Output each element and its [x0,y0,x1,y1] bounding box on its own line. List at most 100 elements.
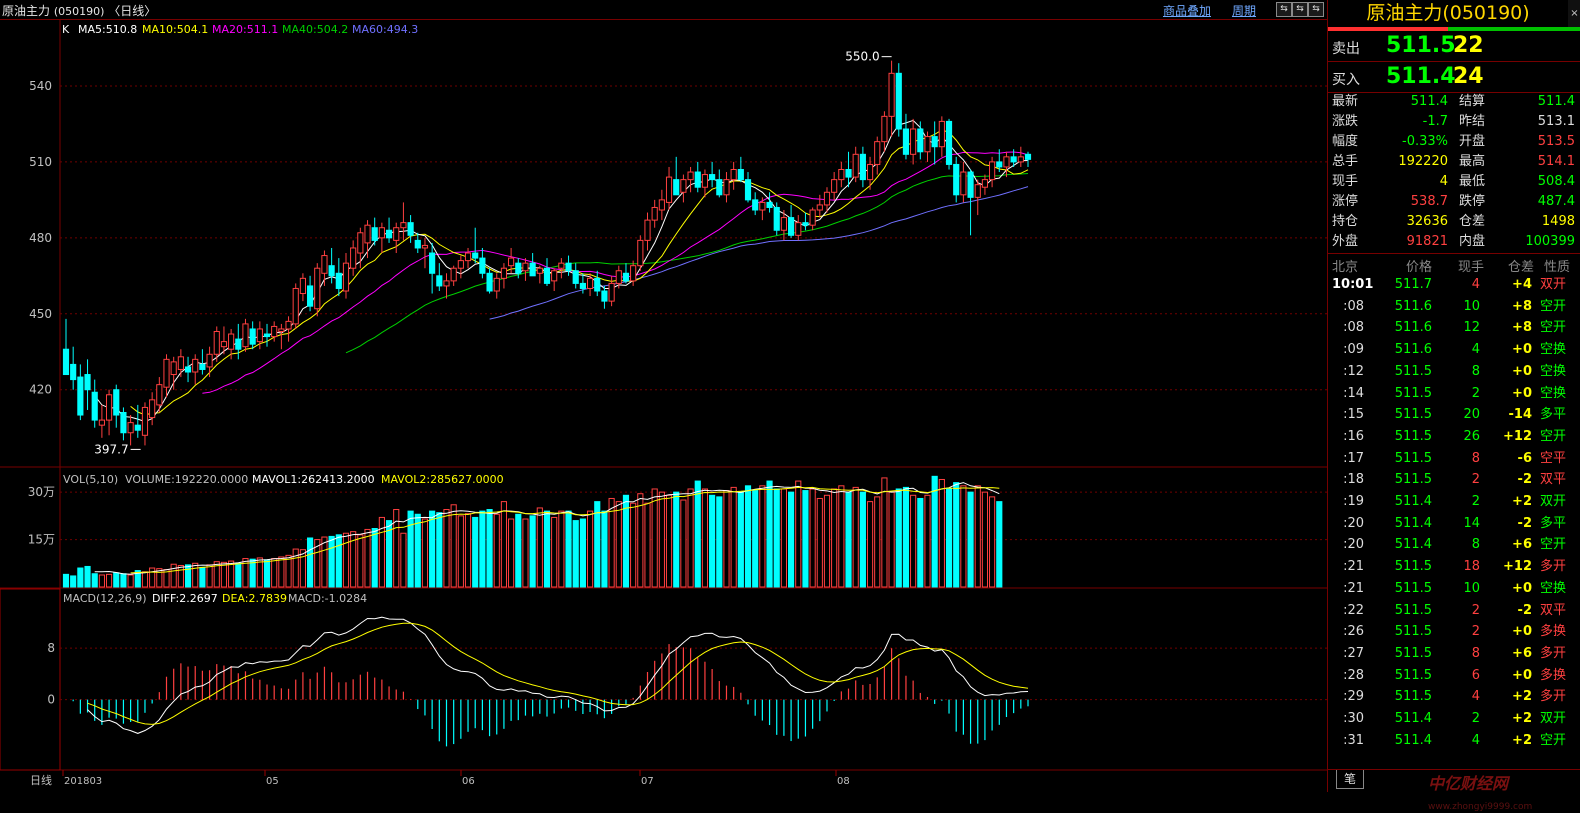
candle-body [486,272,493,292]
tick-row[interactable]: :17 511.5 8 -6 空平 [1328,448,1580,470]
tick-cell-p: 511.5 [1394,472,1432,488]
stat-right-6: 仓差 1498 [1455,212,1580,232]
tick-row[interactable]: :26 511.5 2 +0 多换 [1328,621,1580,643]
volume-bar [357,534,364,588]
stat-value: 32636 [1406,214,1448,229]
volume-bar [910,494,917,588]
tick-cell-n: 双开 [1540,711,1567,726]
tick-cell-d: +12 [1503,428,1532,444]
candle-body [823,191,831,206]
tick-cell-n: 多平 [1540,515,1567,531]
tick-row[interactable]: 10:01 511.7 4 +4 双开 [1328,274,1580,296]
volume-bar [149,567,156,588]
tick-row[interactable]: :28 511.5 6 +0 多换 [1328,665,1580,687]
candle-body [665,176,673,203]
ma-legend-ma60: MA60:494.3 [352,23,418,36]
tick-row[interactable]: :19 511.4 2 +2 双开 [1328,491,1580,513]
price-tick-label: 540 [29,79,52,93]
tick-row[interactable]: :15 511.5 20 -14 多平 [1328,404,1580,426]
tick-row[interactable]: :31 511.4 4 +2 空开 [1328,730,1580,752]
tick-cell-n: 空开 [1540,537,1567,553]
tick-cell-n: 双平 [1540,472,1567,488]
tick-row[interactable]: :29 511.5 4 +2 多开 [1328,686,1580,708]
tick-row[interactable]: :21 511.5 10 +0 空换 [1328,578,1580,600]
volume-bar [866,501,874,588]
tick-row[interactable]: :08 511.6 12 +8 空开 [1328,317,1580,339]
tick-cell-n: 双开 [1540,494,1567,509]
close-icon[interactable]: × [1568,0,1580,27]
candle-body [716,179,723,196]
tab-ticks[interactable]: 笔 [1336,770,1364,789]
volume-bar [558,510,565,588]
candle-body [328,265,335,277]
volume-bar [493,513,500,588]
tick-row[interactable]: :09 511.6 4 +0 空换 [1328,339,1580,361]
candle-body [687,171,694,181]
tick-row[interactable]: :30 511.4 2 +2 双开 [1328,708,1580,730]
sell-price: 511.5 [1386,33,1456,58]
candle-body [421,244,429,249]
stat-value: 100399 [1525,234,1575,249]
tick-cell-t: :28 [1343,667,1364,683]
tick-cell-n: 空换 [1540,342,1567,358]
volume-bar [536,507,543,588]
tick-cell-p: 511.5 [1394,602,1432,618]
nav-left-button[interactable]: ⇆ [1276,2,1292,17]
stat-value: 4 [1439,174,1448,189]
volume-bar [228,560,235,588]
sell-quote[interactable]: 卖出 511.5 22 [1328,31,1580,62]
tick-cell-n: 多开 [1540,645,1567,661]
kline-chart-area[interactable]: 540 510 480 450 420 30万 15万 8 0 550.0 397.7 K MA5:51… [0,0,1327,792]
stat-label: 最高 [1459,154,1486,169]
candle-body [1017,156,1024,163]
volume-bar [637,493,644,588]
tick-cell-p: 511.6 [1394,320,1432,336]
candle-body [859,153,866,181]
mavol2-line [130,486,1000,574]
candle-body [673,179,680,196]
buy-quote[interactable]: 买入 511.4 24 [1328,62,1580,93]
volume-bar [472,516,479,588]
macd-legend-macd_title: MACD(12,26,9) [63,592,147,605]
volume-bar [328,535,335,588]
volume-bar [263,559,271,588]
tick-row[interactable]: :16 511.5 26 +12 空开 [1328,426,1580,448]
stat-left-0: 最新 511.4 [1328,92,1454,112]
vol-legend-mavol2: MAVOL2:285627.0000 [381,473,504,486]
volume-bar [931,475,938,588]
candle-body [163,358,170,388]
candle-body [536,267,543,274]
overlay-link[interactable]: 商品叠加 [1163,4,1212,18]
volume-bar [565,510,572,588]
sell-label: 卖出 [1332,41,1360,57]
nav-zoom-out-button[interactable]: ⇆ [1308,2,1324,17]
candle-body [895,72,902,130]
tick-row[interactable]: :08 511.6 10 +8 空开 [1328,296,1580,318]
candle-body [558,262,565,269]
nav-zoom-in-button[interactable]: ⇆ [1292,2,1308,17]
macd-tick-label: 8 [47,641,55,655]
volume-bar [687,488,694,588]
price-tick-label: 450 [29,307,52,321]
volume-bar [522,518,529,588]
tick-row[interactable]: :27 511.5 8 +6 多开 [1328,643,1580,665]
tick-row[interactable]: :22 511.5 2 -2 双平 [1328,600,1580,622]
tick-cell-q: 2 [1471,624,1480,640]
tick-row[interactable]: :20 511.4 14 -2 多平 [1328,513,1580,535]
period-link[interactable]: 周期 [1232,4,1257,18]
candle-body [472,252,479,259]
volume-bar [974,485,981,588]
tick-cell-q: 2 [1471,385,1480,401]
macd-legend-dea: DEA:2.7839 [222,592,287,605]
tick-row[interactable]: :18 511.5 2 -2 双平 [1328,469,1580,491]
stat-value: -1.7 [1422,114,1448,129]
tick-row[interactable]: :21 511.5 18 +12 多开 [1328,556,1580,578]
volume-bar [256,557,263,588]
tick-row[interactable]: :12 511.5 8 +0 空换 [1328,361,1580,383]
macd-legend-diff: DIFF:2.2697 [152,592,218,605]
volume-bar [120,573,127,588]
tick-cell-d: -2 [1517,472,1532,488]
kline-chart-svg[interactable]: 540 510 480 450 420 30万 15万 8 0 550.0 397.7 K MA5:51… [0,0,1327,792]
tick-row[interactable]: :14 511.5 2 +0 空换 [1328,383,1580,405]
tick-row[interactable]: :20 511.4 8 +6 空开 [1328,534,1580,556]
